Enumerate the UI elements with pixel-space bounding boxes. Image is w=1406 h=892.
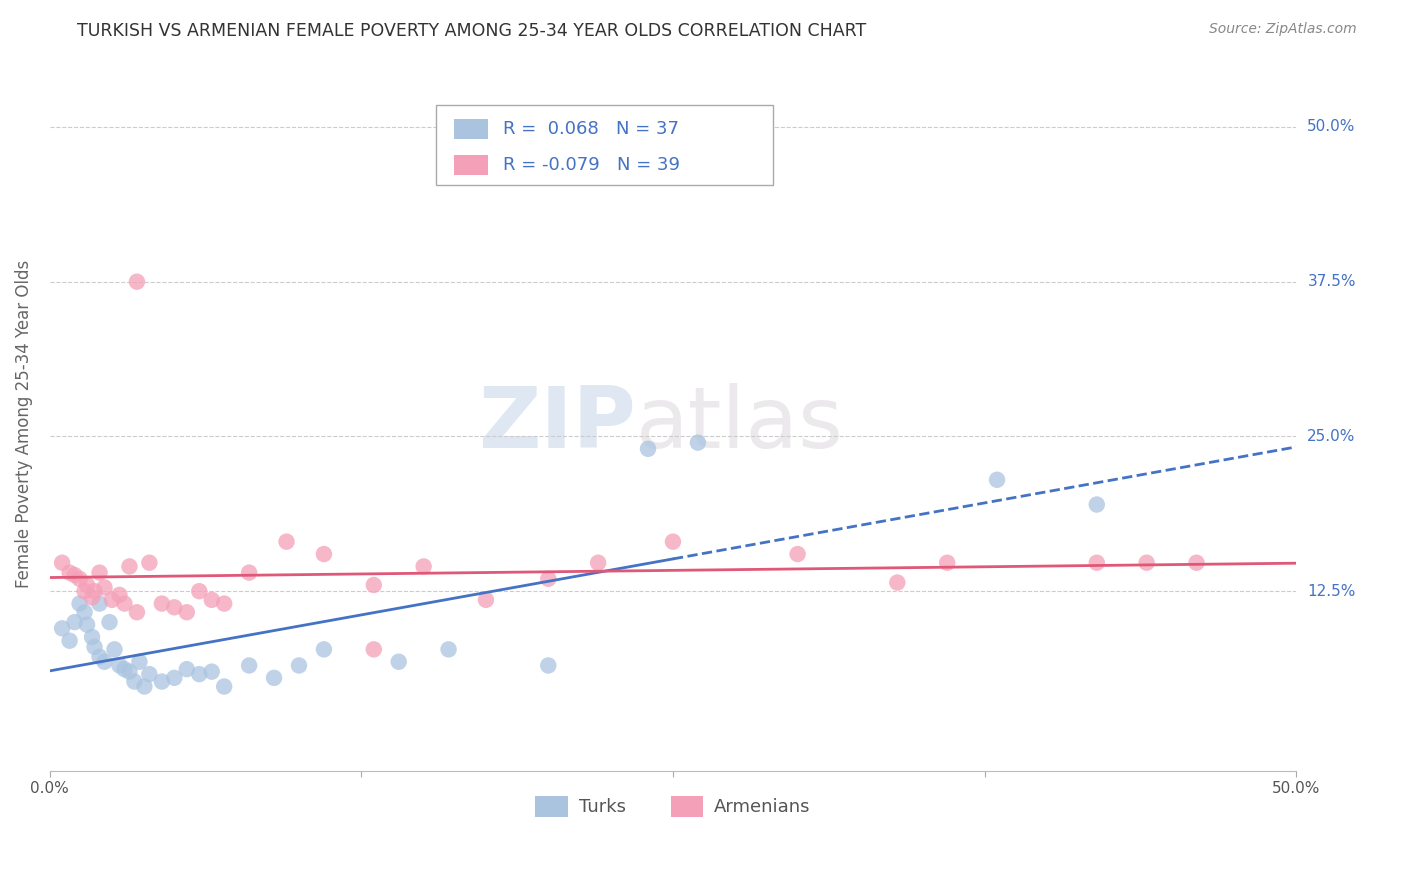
Text: 12.5%: 12.5% bbox=[1308, 583, 1355, 599]
Point bbox=[412, 559, 434, 574]
Text: atlas: atlas bbox=[636, 383, 844, 466]
Point bbox=[201, 665, 224, 679]
Point bbox=[312, 547, 335, 561]
Point bbox=[537, 572, 560, 586]
Point bbox=[1085, 498, 1108, 512]
Point bbox=[101, 592, 124, 607]
Text: 25.0%: 25.0% bbox=[1308, 429, 1355, 444]
Point bbox=[176, 605, 198, 619]
FancyBboxPatch shape bbox=[454, 120, 488, 139]
Point bbox=[89, 566, 111, 580]
Point bbox=[437, 642, 460, 657]
Point bbox=[188, 584, 211, 599]
Point bbox=[63, 615, 86, 629]
Point bbox=[662, 534, 685, 549]
Point bbox=[93, 581, 115, 595]
Point bbox=[312, 642, 335, 657]
Point bbox=[98, 615, 121, 629]
Point bbox=[103, 642, 125, 657]
Point bbox=[163, 600, 186, 615]
Point bbox=[83, 584, 105, 599]
Point bbox=[118, 665, 141, 679]
Point bbox=[76, 578, 98, 592]
Point bbox=[51, 621, 73, 635]
Point bbox=[212, 680, 235, 694]
Point bbox=[986, 473, 1008, 487]
Point bbox=[125, 605, 148, 619]
Text: ZIP: ZIP bbox=[478, 383, 636, 466]
Point bbox=[125, 275, 148, 289]
Point bbox=[936, 556, 959, 570]
Point bbox=[59, 633, 82, 648]
Point bbox=[150, 674, 173, 689]
Point bbox=[108, 588, 131, 602]
Point bbox=[1136, 556, 1159, 570]
Point bbox=[59, 566, 82, 580]
Point bbox=[363, 642, 385, 657]
Point bbox=[263, 671, 285, 685]
Point bbox=[118, 559, 141, 574]
Text: R = -0.079   N = 39: R = -0.079 N = 39 bbox=[503, 156, 681, 174]
Point bbox=[73, 605, 96, 619]
Point bbox=[1185, 556, 1208, 570]
Text: Source: ZipAtlas.com: Source: ZipAtlas.com bbox=[1209, 22, 1357, 37]
Point bbox=[786, 547, 808, 561]
Point bbox=[114, 597, 136, 611]
Point bbox=[128, 655, 150, 669]
Point bbox=[138, 667, 160, 681]
Point bbox=[238, 566, 260, 580]
Legend: Turks, Armenians: Turks, Armenians bbox=[529, 789, 818, 824]
Point bbox=[212, 597, 235, 611]
Point bbox=[475, 592, 498, 607]
Point bbox=[537, 658, 560, 673]
Text: R =  0.068   N = 37: R = 0.068 N = 37 bbox=[503, 120, 679, 138]
Y-axis label: Female Poverty Among 25-34 Year Olds: Female Poverty Among 25-34 Year Olds bbox=[15, 260, 32, 588]
Point bbox=[93, 655, 115, 669]
Point bbox=[76, 617, 98, 632]
Point bbox=[69, 572, 91, 586]
Point bbox=[114, 662, 136, 676]
Point bbox=[686, 435, 709, 450]
Point bbox=[89, 597, 111, 611]
Point bbox=[150, 597, 173, 611]
Point bbox=[276, 534, 298, 549]
Point bbox=[80, 591, 103, 605]
Point bbox=[201, 592, 224, 607]
Point bbox=[188, 667, 211, 681]
Point bbox=[80, 630, 103, 644]
Point bbox=[124, 674, 146, 689]
Point bbox=[138, 556, 160, 570]
Point bbox=[886, 575, 908, 590]
Point bbox=[63, 568, 86, 582]
Point bbox=[238, 658, 260, 673]
FancyBboxPatch shape bbox=[454, 155, 488, 175]
Text: 50.0%: 50.0% bbox=[1308, 120, 1355, 135]
Point bbox=[108, 658, 131, 673]
Text: 37.5%: 37.5% bbox=[1308, 274, 1355, 289]
Point bbox=[163, 671, 186, 685]
Point bbox=[51, 556, 73, 570]
Point bbox=[363, 578, 385, 592]
Point bbox=[1085, 556, 1108, 570]
Point bbox=[288, 658, 311, 673]
Point bbox=[637, 442, 659, 456]
Point bbox=[69, 597, 91, 611]
FancyBboxPatch shape bbox=[436, 105, 773, 185]
Point bbox=[388, 655, 411, 669]
Point bbox=[586, 556, 609, 570]
Text: TURKISH VS ARMENIAN FEMALE POVERTY AMONG 25-34 YEAR OLDS CORRELATION CHART: TURKISH VS ARMENIAN FEMALE POVERTY AMONG… bbox=[77, 22, 866, 40]
Point bbox=[83, 640, 105, 654]
Point bbox=[134, 680, 156, 694]
Point bbox=[73, 584, 96, 599]
Point bbox=[176, 662, 198, 676]
Point bbox=[89, 649, 111, 664]
